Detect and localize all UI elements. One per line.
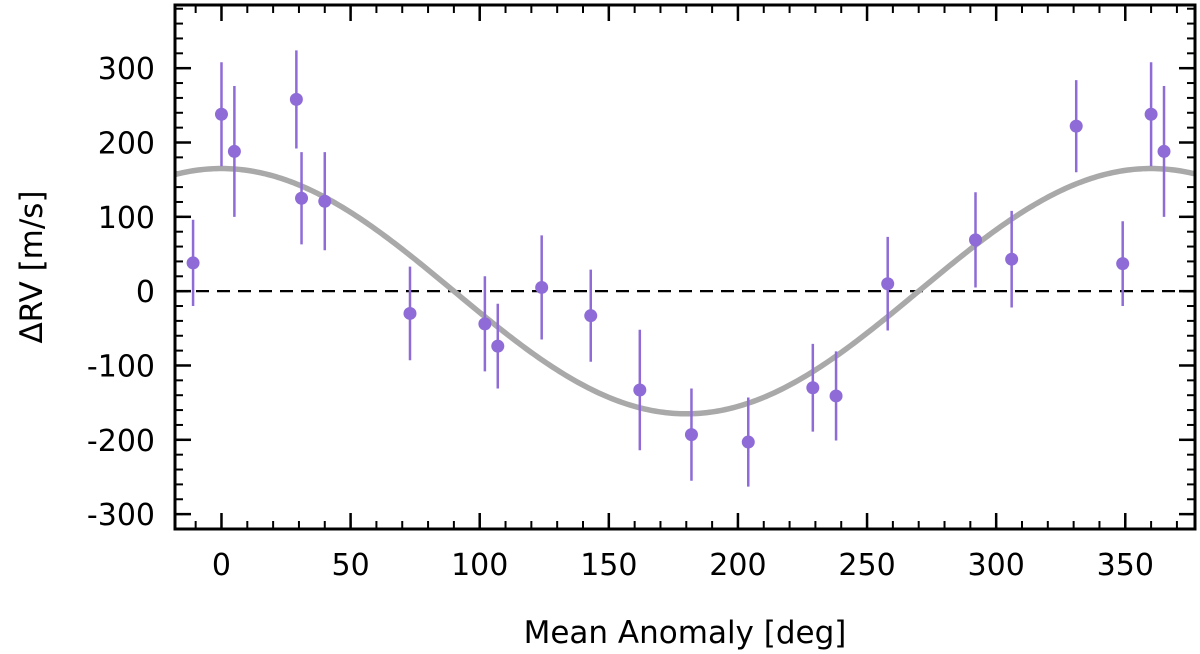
y-tick-label: 300: [98, 52, 155, 87]
data-point: [684, 428, 698, 442]
x-tick-label: 300: [968, 548, 1025, 583]
data-points-layer: [186, 50, 1171, 487]
data-point: [214, 107, 228, 121]
data-point: [806, 381, 820, 395]
data-point: [535, 280, 549, 294]
x-tick-label: 50: [332, 548, 370, 583]
y-tick-label: 0: [136, 275, 155, 310]
x-tick-label: 100: [451, 548, 508, 583]
data-point: [403, 306, 417, 320]
minor-ticks: [175, 5, 1195, 530]
x-tick-label: 350: [1097, 548, 1154, 583]
y-tick-label: -300: [87, 498, 155, 533]
data-point: [186, 256, 200, 270]
y-tick-label: -200: [87, 424, 155, 459]
data-point: [1005, 252, 1019, 266]
x-tick-label: 250: [838, 548, 895, 583]
data-point: [318, 194, 332, 208]
data-point: [969, 233, 983, 247]
major-ticks: [175, 5, 1195, 529]
y-axis-label: ΔRV [m/s]: [14, 190, 50, 343]
y-tick-label: 100: [98, 201, 155, 236]
data-point: [227, 144, 241, 158]
y-tick-labels: -300 -200 -100 0 100 200 300: [87, 52, 155, 533]
x-tick-labels: 0 50 100 150 200 250 300 350: [212, 548, 1154, 583]
data-point: [478, 317, 492, 331]
model-curve-layer: [174, 165, 1196, 417]
model-curve: [174, 165, 1196, 417]
data-point: [584, 309, 598, 323]
data-point: [829, 389, 843, 403]
data-point: [295, 191, 309, 205]
data-point: [491, 339, 505, 353]
data-point: [289, 92, 303, 106]
x-tick-label: 150: [580, 548, 637, 583]
y-tick-label: 200: [98, 127, 155, 162]
data-point: [881, 277, 895, 291]
x-axis-label: Mean Anomaly [deg]: [524, 615, 847, 651]
x-tick-label: 200: [709, 548, 766, 583]
data-point: [741, 435, 755, 449]
x-tick-label: 0: [212, 548, 231, 583]
data-point: [1069, 119, 1083, 133]
data-point: [1144, 107, 1158, 121]
y-tick-label: -100: [87, 349, 155, 384]
data-point: [633, 383, 647, 397]
data-point: [1116, 257, 1130, 271]
plot-frame: [173, 3, 1197, 531]
data-point: [1157, 144, 1171, 158]
